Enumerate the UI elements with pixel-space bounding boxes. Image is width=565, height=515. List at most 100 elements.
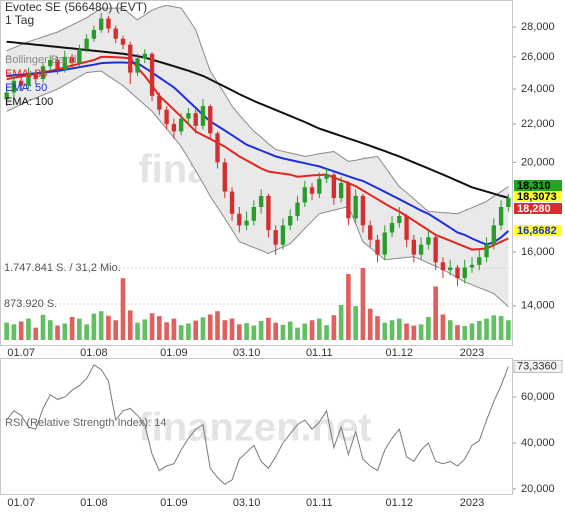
volume-bar [360, 268, 366, 340]
volume-tick-label: 1.747.841 S. / 31,2 Mio. [4, 262, 121, 274]
rsi-value-box [513, 359, 563, 373]
volume-bar [11, 324, 17, 340]
volume-bar [389, 320, 395, 340]
x-tick-label: 01.12 [386, 347, 414, 359]
candle-body [324, 174, 329, 179]
y-tick-label: 20,000 [521, 156, 555, 168]
volume-bar [127, 310, 133, 340]
volume-bar [462, 325, 468, 340]
volume-bar [324, 325, 329, 340]
volume-bar [171, 318, 177, 340]
volume-bar [426, 316, 431, 340]
candle-body [186, 113, 191, 119]
rsi-panel-frame [0, 358, 513, 495]
candle-body [55, 59, 60, 70]
bollinger-lower [6, 70, 509, 308]
volume-bar [164, 322, 169, 340]
x-tick-label: 01.11 [306, 347, 333, 359]
chart-subtitle: 1 Tag [5, 13, 34, 27]
y-tick-label: 26,000 [521, 51, 555, 63]
x-tick-label: 01.12 [386, 497, 414, 509]
volume-bar [455, 325, 460, 340]
candle-body [98, 18, 104, 30]
last-value-label: 18,280 [517, 203, 551, 215]
volume-bar [178, 325, 184, 340]
last-value-label: 18,3073 [517, 191, 557, 203]
x-tick-label: 2023 [460, 497, 484, 509]
candle-body [397, 216, 402, 224]
candle-body [33, 72, 38, 80]
volume-bar [4, 322, 9, 340]
candle-body [222, 162, 227, 192]
ema-line [6, 61, 510, 246]
volume-bar [346, 274, 351, 340]
candle-body [178, 118, 184, 132]
legend-label: EMA: 50 [5, 82, 47, 94]
volume-bar [33, 327, 39, 340]
rsi-tick-label: 60,000 [521, 391, 555, 403]
volume-bar [186, 323, 191, 340]
volume-bar [69, 316, 75, 340]
volume-bar [106, 315, 111, 340]
candle-body [477, 257, 482, 265]
x-tick-label: 01.09 [160, 347, 188, 359]
legend-label: EMA: 100 [5, 96, 53, 108]
last-value-box [514, 180, 562, 191]
y-tick-label: 16,000 [521, 246, 555, 258]
volume-bar [55, 325, 60, 340]
last-value-label: 18,310 [517, 180, 551, 192]
volume-bar [280, 324, 286, 340]
volume-bar [142, 319, 148, 340]
volume-bar [295, 327, 300, 340]
volume-bar [40, 314, 46, 340]
last-value-box [514, 225, 562, 236]
volume-bar [222, 320, 228, 340]
candle-body [280, 225, 286, 245]
volume-bar [382, 322, 388, 340]
volume-bar [476, 321, 482, 340]
x-tick-label: 03.10 [233, 347, 261, 359]
ema-line [6, 40, 509, 199]
candle-body [338, 182, 344, 199]
candle-body [62, 56, 67, 70]
volume-bar [200, 317, 206, 340]
candle-body [368, 225, 373, 240]
volume-bar [113, 320, 119, 340]
plot-layer: 873.920 S. 1.747.841 S. / 31,2 Mio. 28,000… [3, 4, 563, 509]
candle-body [128, 44, 133, 73]
candle-body [106, 18, 111, 29]
volume-bar [353, 306, 358, 340]
candle-body [295, 202, 300, 217]
volume-bar [47, 320, 53, 340]
candle-body [200, 106, 206, 126]
volume-bar [309, 320, 315, 340]
x-tick-label: 01.11 [306, 497, 333, 509]
volume-bar [91, 313, 97, 340]
candle-body [382, 232, 387, 255]
volume-bar [484, 318, 489, 340]
candle-body [4, 92, 9, 100]
volume-bar [84, 324, 89, 340]
candle-body [251, 206, 257, 221]
candle-body [229, 191, 235, 214]
volume-bar [506, 320, 511, 340]
candle-body [113, 28, 118, 39]
x-tick-label: 01.08 [80, 497, 108, 509]
volume-bar [120, 278, 126, 340]
volume-bar [273, 322, 279, 340]
candle-body [120, 38, 126, 45]
legend-label: Bollinger Band [5, 54, 77, 66]
candle-body [273, 230, 278, 245]
x-tick-label: 01.07 [7, 497, 35, 509]
candle-body [462, 267, 467, 279]
volume-bar [135, 322, 140, 340]
volume-bar [18, 321, 24, 340]
candle-body [142, 53, 147, 59]
x-tick-label: 01.07 [7, 347, 35, 359]
candle-body [309, 187, 315, 194]
volume-bar [404, 323, 409, 340]
volume-bar [418, 324, 424, 340]
candle-body [40, 66, 46, 80]
candle-body [484, 244, 489, 258]
candle-body [331, 174, 337, 199]
